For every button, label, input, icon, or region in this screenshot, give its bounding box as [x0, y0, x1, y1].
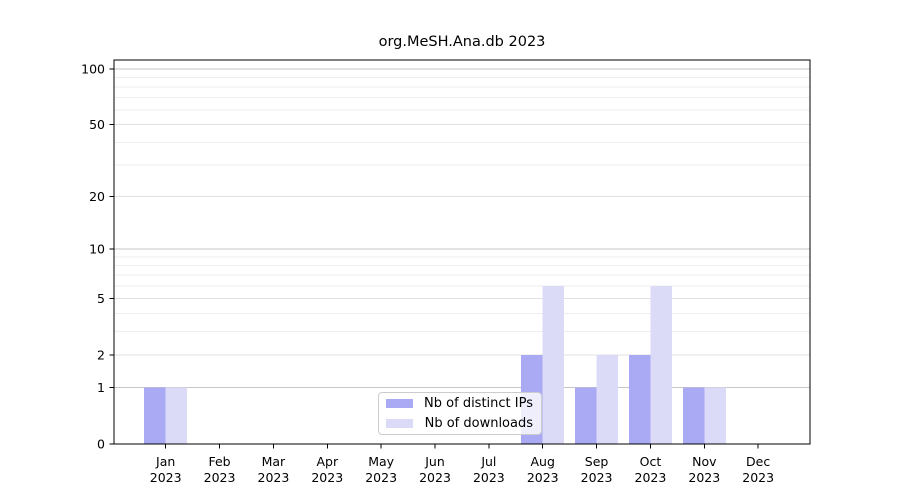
x-tick-label-aug: Aug 2023: [527, 454, 559, 485]
chart-legend: Nb of distinct IPs Nb of downloads: [378, 392, 542, 435]
bar-downloads-nov: [704, 387, 726, 444]
legend-label-downloads: Nb of downloads: [424, 416, 533, 431]
bar-downloads-oct: [650, 285, 672, 444]
y-tick-label-100: 100: [81, 62, 105, 77]
chart-title: org.MeSH.Ana.db 2023: [378, 34, 546, 50]
x-tick-label-apr: Apr 2023: [311, 454, 343, 485]
bar-distinct-ips-oct: [628, 354, 651, 444]
y-tick-label-2: 2: [97, 347, 105, 362]
legend-swatch-downloads: [386, 419, 413, 428]
y-tick-label-5: 5: [97, 291, 105, 306]
x-tick-label-jan: Jan 2023: [150, 454, 182, 485]
legend-item-downloads: Nb of downloads: [386, 416, 533, 431]
bar-distinct-ips-nov: [682, 387, 705, 444]
x-tick-label-mar: Mar 2023: [258, 454, 290, 485]
y-tick-label-50: 50: [89, 117, 105, 132]
y-tick-label-1: 1: [97, 380, 105, 395]
y-tick-label-10: 10: [89, 242, 105, 257]
y-tick-label-20: 20: [89, 189, 105, 204]
bar-downloads-aug: [542, 285, 565, 444]
x-tick-label-nov: Nov 2023: [688, 454, 720, 485]
x-tick-label-jul: Jul 2023: [473, 454, 505, 485]
legend-item-distinct-ips: Nb of distinct IPs: [386, 396, 533, 411]
legend-label-distinct-ips: Nb of distinct IPs: [424, 396, 533, 411]
plot-frame: [113, 59, 811, 445]
legend-swatch-distinct-ips: [386, 399, 413, 408]
bar-distinct-ips-jan: [144, 387, 166, 444]
y-tick-label-0: 0: [97, 437, 105, 452]
bar-downloads-jan: [165, 387, 188, 444]
x-tick-label-feb: Feb 2023: [204, 454, 236, 485]
x-tick-label-dec: Dec 2023: [742, 454, 774, 485]
bar-downloads-sep: [596, 354, 619, 444]
bar-distinct-ips-sep: [575, 387, 597, 444]
x-tick-label-jun: Jun 2023: [419, 454, 451, 485]
x-tick-label-may: May 2023: [365, 454, 397, 485]
x-tick-label-sep: Sep 2023: [581, 454, 613, 485]
x-tick-label-oct: Oct 2023: [635, 454, 667, 485]
